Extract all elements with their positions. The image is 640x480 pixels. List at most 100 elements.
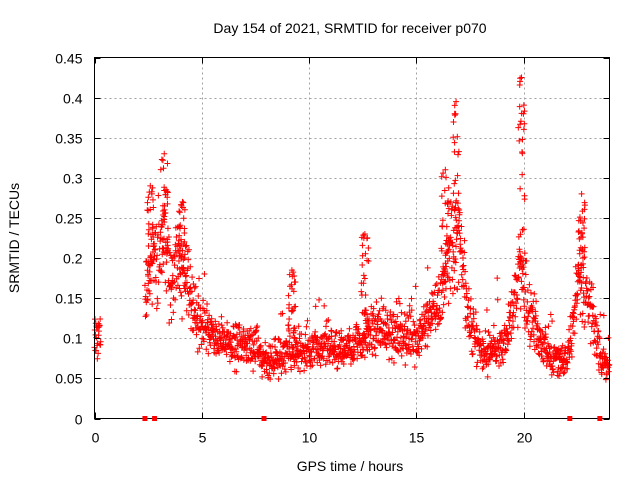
data-point [218,322,225,329]
data-point [450,227,457,234]
data-point [473,322,480,329]
data-point [247,325,254,332]
y-tick-label: 0.25 [55,211,82,227]
data-point [235,324,242,331]
data-point [442,260,449,267]
data-point [192,307,199,314]
data-point [291,324,298,331]
data-point [444,270,451,277]
data-point [564,358,571,365]
data-point [160,216,167,223]
data-point [359,261,366,268]
data-point [371,344,378,351]
data-point [147,252,154,259]
data-point [154,252,161,259]
data-point [445,274,452,281]
data-point [513,305,520,312]
data-point [158,156,165,163]
data-point [314,346,321,353]
data-point [571,304,578,311]
data-point [464,314,471,321]
data-point [568,348,575,355]
data-point [414,349,421,356]
data-point [510,309,517,316]
data-point [492,341,499,348]
data-point [451,267,458,274]
data-point [602,350,609,357]
data-point [513,300,520,307]
data-point [210,321,217,328]
data-point [406,302,413,309]
data-point [423,302,430,309]
x-tick-label: 15 [409,430,425,446]
data-point [524,287,531,294]
data-point [369,320,376,327]
data-point [178,264,185,271]
data-point [434,321,441,328]
data-point [322,361,329,368]
data-point [332,332,339,339]
data-point [157,229,164,236]
data-point [213,326,220,333]
data-point [482,327,489,334]
data-point [531,338,538,345]
data-point [422,326,429,333]
axis-marker [567,416,573,421]
data-point [161,235,168,242]
data-point [326,359,333,366]
data-point [578,190,585,197]
data-point [216,349,223,356]
data-point [429,320,436,327]
data-point [444,199,451,206]
data-point [595,367,602,374]
data-point [150,204,157,211]
data-point [576,277,583,284]
data-point [270,370,277,377]
data-point [473,363,480,370]
data-point [520,296,527,303]
data-point [279,310,286,317]
data-point [454,133,461,140]
data-point [519,136,526,143]
data-point [92,316,99,323]
data-point [334,365,341,372]
data-point [145,258,152,265]
data-point [519,270,526,277]
data-point [444,241,451,248]
data-point [450,190,457,197]
data-point [413,348,420,355]
data-point [298,331,305,338]
data-point [293,338,300,345]
data-point [444,249,451,256]
data-point [521,250,528,257]
data-point [154,300,161,307]
data-point [401,323,408,330]
data-point [263,349,270,356]
data-point [202,323,209,330]
data-point [255,335,262,342]
data-point [149,301,156,308]
data-point [439,217,446,224]
data-points [91,74,613,383]
data-point [290,329,297,336]
data-point [382,341,389,348]
data-point [333,328,340,335]
data-point [476,328,483,335]
data-point [447,234,454,241]
data-point [146,290,153,297]
data-point [289,344,296,351]
data-point [416,352,423,359]
data-point [325,316,332,323]
data-point [276,336,283,343]
data-point [452,177,459,184]
data-point [527,289,534,296]
data-point [290,307,297,314]
data-point [517,305,524,312]
data-point [580,290,587,297]
data-point [257,344,264,351]
data-point [164,248,171,255]
data-point [185,311,192,318]
data-point [588,280,595,287]
data-point [446,255,453,262]
